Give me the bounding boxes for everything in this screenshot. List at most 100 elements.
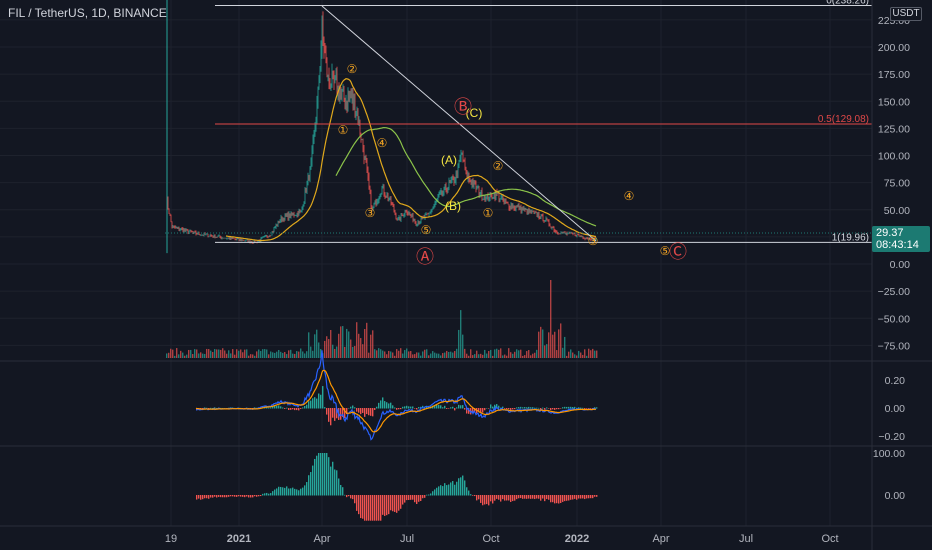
oscillator-bar — [526, 495, 528, 499]
wave-label[interactable]: ① — [338, 123, 349, 137]
time-axis-label: Oct — [482, 533, 499, 545]
oscillator-bar — [278, 486, 280, 496]
macd-histogram-bar — [588, 408, 590, 409]
macd-histogram-bar — [542, 407, 544, 409]
wave-label[interactable]: Ⓑ — [454, 97, 472, 117]
oscillator-bar — [528, 495, 530, 499]
oscillator-bar — [300, 488, 302, 496]
wave-label[interactable]: Ⓐ — [416, 247, 434, 267]
volume-bar — [176, 348, 178, 358]
wave-label[interactable]: ④ — [624, 189, 635, 203]
volume-bar — [250, 354, 252, 358]
wave-label[interactable]: ② — [493, 159, 504, 173]
wave-label[interactable]: ⑤ — [421, 223, 432, 237]
macd-histogram-bar — [346, 408, 348, 415]
oscillator-bar — [576, 495, 578, 500]
oscillator-bar — [294, 488, 296, 496]
wave-label[interactable]: ① — [483, 206, 494, 220]
oscillator-bar — [456, 481, 458, 496]
fibonacci-levels[interactable]: 0(238.26) 0.5(129.08) 1(19.96) — [215, 0, 872, 243]
oscillator-bar — [344, 494, 346, 496]
macd-histogram-bar — [480, 408, 482, 413]
volume-bar — [576, 355, 578, 358]
macd-histogram-bar — [356, 408, 358, 412]
macd-histogram-bar — [212, 407, 214, 409]
price-axis[interactable]: 225.00200.00175.00150.00125.00100.0075.0… — [878, 15, 911, 353]
price-axis-tick: 75.00 — [884, 178, 910, 190]
volume-bar — [450, 351, 452, 358]
macd-histogram-bar — [298, 408, 300, 411]
oscillator-bar — [236, 495, 238, 497]
macd-histogram-bar — [406, 405, 408, 409]
macd-histogram-bar — [546, 407, 548, 409]
time-axis-label: Apr — [313, 533, 330, 545]
volume-bar — [180, 350, 182, 358]
wave-label[interactable]: ② — [347, 62, 358, 76]
volume-bar — [542, 329, 544, 358]
macd-histogram-bar — [396, 408, 398, 410]
volume-bar — [336, 346, 338, 358]
wave-label[interactable]: ③ — [588, 234, 599, 248]
oscillator-bar — [492, 495, 494, 504]
volume-bar — [488, 351, 490, 358]
oscillator-bar — [348, 495, 350, 497]
wave-label[interactable]: Ⓒ — [669, 242, 687, 262]
wave-label[interactable]: (A) — [441, 153, 457, 167]
volume-bar — [380, 349, 382, 358]
oscillator-bar — [280, 486, 282, 496]
oscillator-bar — [426, 494, 428, 496]
wave-label[interactable]: (B) — [445, 199, 461, 213]
oscillator-bar — [314, 458, 316, 496]
macd-histogram-bar — [296, 408, 298, 411]
macd-histogram-bar — [400, 408, 402, 410]
macd-histogram-bar — [590, 408, 592, 409]
oscillator-bar — [470, 494, 472, 496]
volume-bar — [502, 355, 504, 358]
elliott-wave-labels[interactable]: ① ② ③ ④ ⑤ (A) (B) (C) ① ② ③ ④ ⑤ Ⓐ Ⓑ Ⓒ — [338, 62, 687, 267]
macd-histogram-bar — [322, 386, 324, 409]
volume-bar — [414, 354, 416, 358]
oscillator-bar — [438, 486, 440, 496]
oscillator-bar — [220, 495, 222, 498]
wave-label[interactable]: ④ — [377, 136, 388, 150]
macd-histogram-bar — [572, 406, 574, 409]
volume-bar — [448, 351, 450, 358]
volume-bar — [186, 354, 188, 358]
macd-histogram-bar — [256, 407, 258, 409]
macd-pane[interactable] — [195, 350, 598, 441]
oscillator-axis[interactable]: 100.00 0.00 — [873, 448, 905, 502]
oscillator-bar — [316, 455, 318, 496]
volume-bar — [206, 348, 208, 358]
volume-bar — [242, 352, 244, 358]
volume-bar — [466, 353, 468, 358]
currency-badge[interactable]: USDT — [890, 7, 922, 21]
macd-histogram-bar — [304, 405, 306, 409]
macd-histogram-bar — [386, 402, 388, 409]
time-axis[interactable]: 19 2021 Apr Jul Oct 2022 Apr Jul Oct — [165, 533, 839, 545]
volume-bar — [534, 352, 536, 358]
volume-bar — [226, 353, 228, 358]
volume-bar — [504, 354, 506, 358]
macd-histogram-bar — [536, 407, 538, 409]
macd-axis[interactable]: 0.20 0.00 −0.20 — [878, 375, 905, 443]
wave-label[interactable]: ③ — [365, 206, 376, 220]
oscillator-bar — [376, 495, 378, 521]
macd-histogram-bar — [342, 408, 344, 417]
volume-bar — [332, 344, 334, 358]
price-plot[interactable]: 0(238.26) 0.5(129.08) 1(19.96) ① ② ③ ④ ⑤ (A) (B)… — [165, 0, 872, 358]
volume-bar — [346, 328, 348, 358]
oscillator-bar — [402, 495, 404, 505]
oscillator-axis-tick: 100.00 — [873, 448, 905, 460]
volume-bar — [552, 334, 554, 358]
wave-label[interactable]: ⑤ — [660, 244, 671, 258]
oscillator-bar — [360, 495, 362, 519]
oscillator-pane[interactable] — [196, 453, 598, 521]
oscillator-bar — [284, 487, 286, 496]
volume-bar — [340, 326, 342, 358]
macd-histogram-bar — [362, 408, 364, 413]
oscillator-bar — [282, 487, 284, 496]
volume-bar — [468, 355, 470, 358]
wave-label[interactable]: (C) — [466, 106, 483, 120]
macd-histogram-bar — [442, 407, 444, 409]
